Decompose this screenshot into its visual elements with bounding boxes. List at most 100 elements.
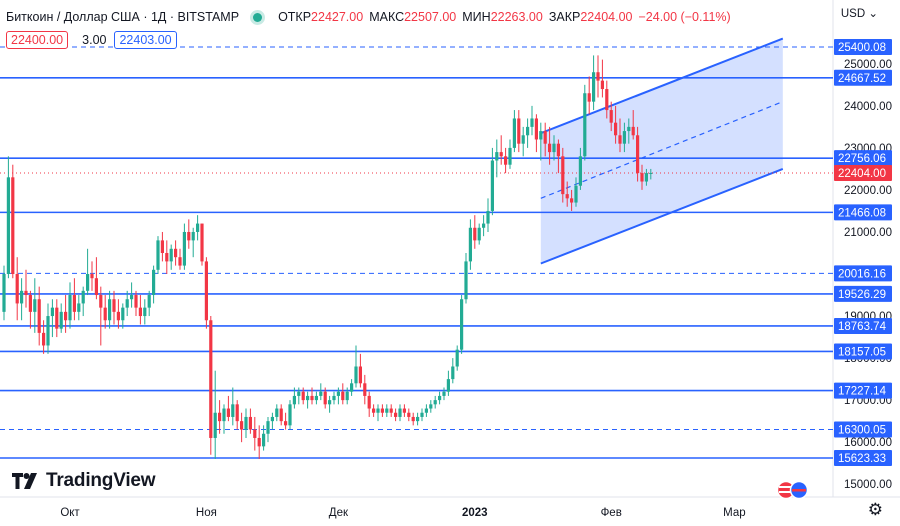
level-price-badge [834,150,892,167]
candle-body [235,404,239,422]
candle-body [262,433,266,447]
candle-body [526,126,530,136]
candle-body [306,395,310,401]
candle-body [328,400,332,405]
candle-body [231,404,235,417]
candle-body [380,408,384,413]
time-tick-label: 2023 [462,507,488,519]
candle-body [614,122,618,136]
candle-body [108,299,112,321]
candle-body [200,223,204,262]
level-price-badge [834,382,892,399]
candle-body [512,118,516,148]
price-tick-label: 22000.00 [844,185,892,197]
candle-body [438,395,442,401]
candle-body [394,412,398,417]
candle-body [68,295,72,321]
candle-body [389,408,393,413]
trade-badges: 22400.00 3.00 22403.00 [6,31,177,49]
candle-body [556,143,560,157]
candle-body [226,408,230,417]
candle-body [20,290,24,304]
candle-body [182,231,186,266]
level-price-label: 17227.14 [838,386,887,398]
candle-body [187,231,191,241]
time-tick-label: Окт [60,507,80,519]
candle-body [15,274,19,304]
candle-body [218,412,222,422]
symbol-title[interactable]: Биткоин / Доллар США · 1Д · BITSTAMP [6,10,240,24]
tradingview-logo[interactable]: TradingView [12,470,156,492]
candle-body [257,437,261,447]
candle-body [156,240,160,270]
candle-body [138,307,142,317]
level-price-badge [834,343,892,360]
candle-body [578,156,582,186]
flags-icon[interactable] [776,480,810,500]
currency-selector[interactable]: USD ⌄ [841,6,878,20]
candle-body [442,391,446,396]
candle-body [631,126,635,136]
price-tick-label: 21000.00 [844,227,892,239]
candle-body [341,391,345,401]
candle-body [116,311,120,321]
candle-body [636,135,640,174]
candle-body [72,295,76,312]
candle-body [376,408,380,413]
level-price-label: 20016.16 [838,268,886,280]
candle-body [42,332,46,346]
candle-body [627,126,631,132]
candle-body [583,93,587,157]
level-price-label: 22756.06 [838,153,886,165]
channel-fill [540,38,783,264]
candle-body [160,240,164,253]
currency-label: USD [840,8,866,20]
candle-body [543,131,547,144]
candle-body [398,408,402,417]
change-value: −24.00 (−0.11%) [638,10,731,24]
candle-body [319,391,323,396]
level-price-badge [834,317,892,334]
candle-body [548,143,552,153]
gear-icon[interactable]: ⚙ [867,500,883,519]
candle-body [6,177,10,275]
candle-body [169,248,173,262]
high-label: МАКС [369,10,405,24]
candle-body [121,307,125,321]
price-tick-label: 16000.00 [844,437,892,449]
candle-body [292,395,296,405]
high-value: 22507.00 [404,10,457,24]
candle-body [424,408,428,413]
candle-body [530,118,534,127]
level-price-badge [834,265,892,282]
candle-body [174,248,178,258]
candle-body [350,383,354,392]
candle-body [222,408,226,422]
sell-price-badge[interactable]: 22400.00 [6,31,69,49]
candle-body [605,89,609,111]
candle-body [561,156,565,195]
candle-body [81,290,85,304]
candle-body [402,408,406,413]
candle-body [59,311,63,329]
candle-body [420,412,424,417]
candle-body [587,93,591,102]
candle-body [640,173,644,182]
candle-body [125,299,129,308]
candle-body [570,198,574,203]
buy-price-badge[interactable]: 22403.00 [114,31,177,49]
candle-body [275,408,279,417]
channel-upper-line [540,37,784,135]
last-price-badge [834,164,892,181]
candle-body [191,231,195,241]
candle-body [77,303,81,312]
candle-body [50,307,54,317]
level-price-badge [834,285,892,302]
candle-body [165,252,169,262]
level-price-label: 18157.05 [838,346,886,358]
market-status-icon [253,12,263,22]
close-value: 22404.00 [580,10,633,24]
price-tick-label: 25000.00 [844,59,892,71]
